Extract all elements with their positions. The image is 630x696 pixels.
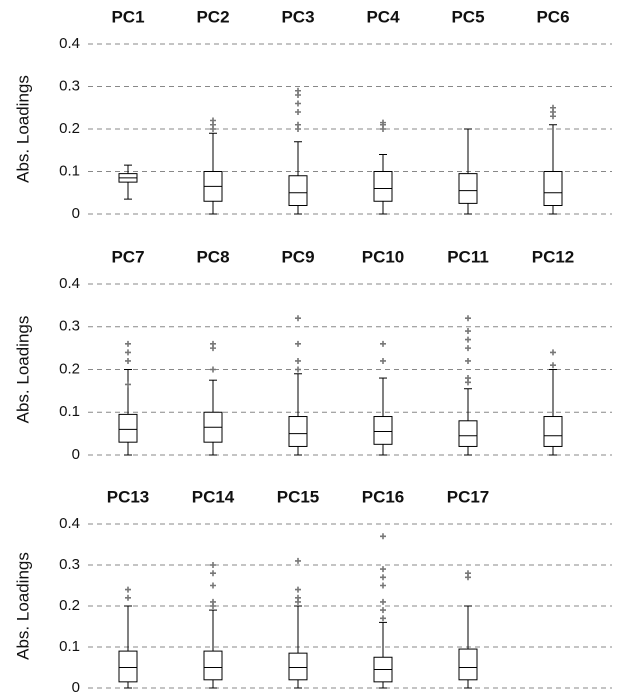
outlier [295,315,301,322]
outlier [380,357,386,364]
outlier [550,349,556,356]
y-tick-label: 0.4 [59,275,80,292]
y-tick-label: 0.1 [59,403,80,420]
outlier [210,117,216,124]
outlier [295,340,301,347]
box [203,650,223,681]
panel-title: PC7 [111,247,144,266]
y-tick-label: 0.3 [59,318,80,335]
outlier [380,582,386,589]
panel-title: PC6 [536,7,569,26]
outlier [125,349,131,356]
y-tick-label: 0 [72,205,80,222]
y-tick-label: 0.3 [59,556,80,573]
panel-title: PC5 [451,7,484,26]
box [118,650,138,683]
outlier [465,570,471,577]
panel-title: PC17 [447,487,490,506]
panel-title: PC1 [111,7,144,26]
y-tick-label: 0 [72,679,80,696]
outlier [380,574,386,581]
outlier [465,357,471,364]
y-tick-label: 0.2 [59,120,80,137]
outlier [380,119,386,126]
outlier [380,340,386,347]
panel-title: PC15 [277,487,320,506]
box [373,171,393,202]
outlier [210,562,216,568]
y-tick-label: 0 [72,446,80,463]
outlier [465,315,471,322]
y-tick-label: 0.2 [59,360,80,377]
y-axis-label: Abs. Loadings [13,75,32,183]
y-tick-label: 0.4 [59,35,80,52]
outlier [125,357,131,364]
outlier [295,357,301,364]
outlier [380,598,386,605]
panel-title: PC8 [196,247,229,266]
outlier [380,615,386,622]
outlier [125,594,131,601]
outlier [465,375,471,382]
box [458,648,478,681]
outlier [210,582,216,589]
outlier [295,586,301,593]
outlier [380,607,386,614]
panel-title: PC3 [281,7,314,26]
box [373,416,393,445]
outlier [210,570,216,577]
box [118,413,138,443]
y-tick-label: 0.2 [59,597,80,614]
panel-title: PC9 [281,247,314,266]
outlier [550,104,556,111]
box [458,173,478,204]
panel-title: PC12 [532,247,575,266]
outlier [380,533,386,540]
outlier [295,121,301,128]
outlier [125,586,131,593]
outlier [295,557,301,564]
y-tick-label: 0.1 [59,638,80,655]
y-tick-label: 0.1 [59,162,80,179]
panel-title: PC10 [362,247,405,266]
panel-title: PC4 [366,7,400,26]
outlier [295,366,301,373]
y-axis-label: Abs. Loadings [13,316,32,424]
outlier [295,100,301,107]
box [543,416,563,447]
panel-title: PC13 [107,487,150,506]
outlier [295,594,301,601]
outlier [465,345,471,352]
outlier [210,340,216,347]
panel-title: PC2 [196,7,229,26]
panel-title: PC16 [362,487,405,506]
box [288,175,308,206]
outlier [550,362,556,369]
panel-title: PC11 [447,247,489,266]
outlier [295,87,301,94]
y-axis-label: Abs. Loadings [13,552,32,660]
outlier [380,566,386,573]
outlier [210,598,216,605]
y-tick-label: 0.4 [59,515,80,532]
outlier [465,336,471,343]
outlier [125,340,131,347]
y-tick-label: 0.3 [59,77,80,94]
box [288,416,308,447]
box [543,171,563,206]
outlier [465,328,471,335]
box [458,420,478,447]
box [288,652,308,681]
outlier [125,381,131,388]
panel-title: PC14 [192,487,235,506]
outlier [295,109,301,115]
outlier [210,366,216,373]
